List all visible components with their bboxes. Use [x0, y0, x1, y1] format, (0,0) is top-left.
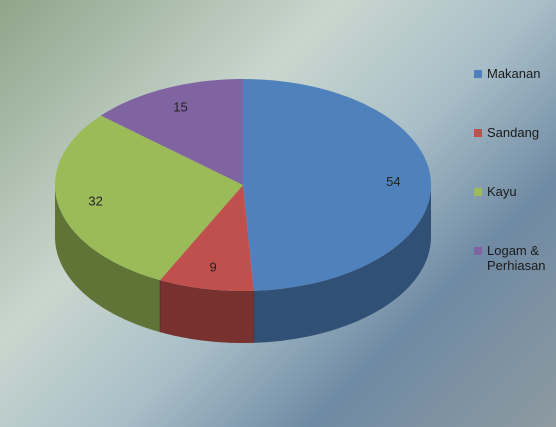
legend-swatch: [474, 129, 482, 137]
pie-side: [253, 185, 431, 343]
legend-swatch: [474, 70, 482, 78]
data-label: 32: [88, 193, 102, 208]
legend-item: Logam & Perhiasan: [474, 243, 554, 273]
legend-label: Kayu: [487, 184, 517, 199]
side-walls: [55, 185, 431, 343]
legend: Makanan Sandang Kayu Logam & Perhiasan: [474, 66, 554, 317]
legend-item: Makanan: [474, 66, 554, 81]
legend-label: Logam & Perhiasan: [487, 243, 546, 273]
data-label: 9: [210, 260, 217, 275]
legend-swatch: [474, 188, 482, 196]
pie-slice: [160, 185, 254, 291]
pie-slice: [243, 79, 431, 291]
data-label: 54: [386, 174, 400, 189]
data-label: 15: [173, 99, 187, 114]
pie-side: [55, 185, 161, 333]
legend-label: Makanan: [487, 66, 541, 81]
pie-slice: [55, 115, 243, 281]
legend-item: Kayu: [474, 184, 554, 199]
pie-slice: [100, 79, 243, 185]
pie-side: [160, 280, 254, 343]
legend-swatch: [474, 247, 482, 255]
legend-label: Sandang: [487, 125, 540, 140]
legend-item: Sandang: [474, 125, 554, 140]
